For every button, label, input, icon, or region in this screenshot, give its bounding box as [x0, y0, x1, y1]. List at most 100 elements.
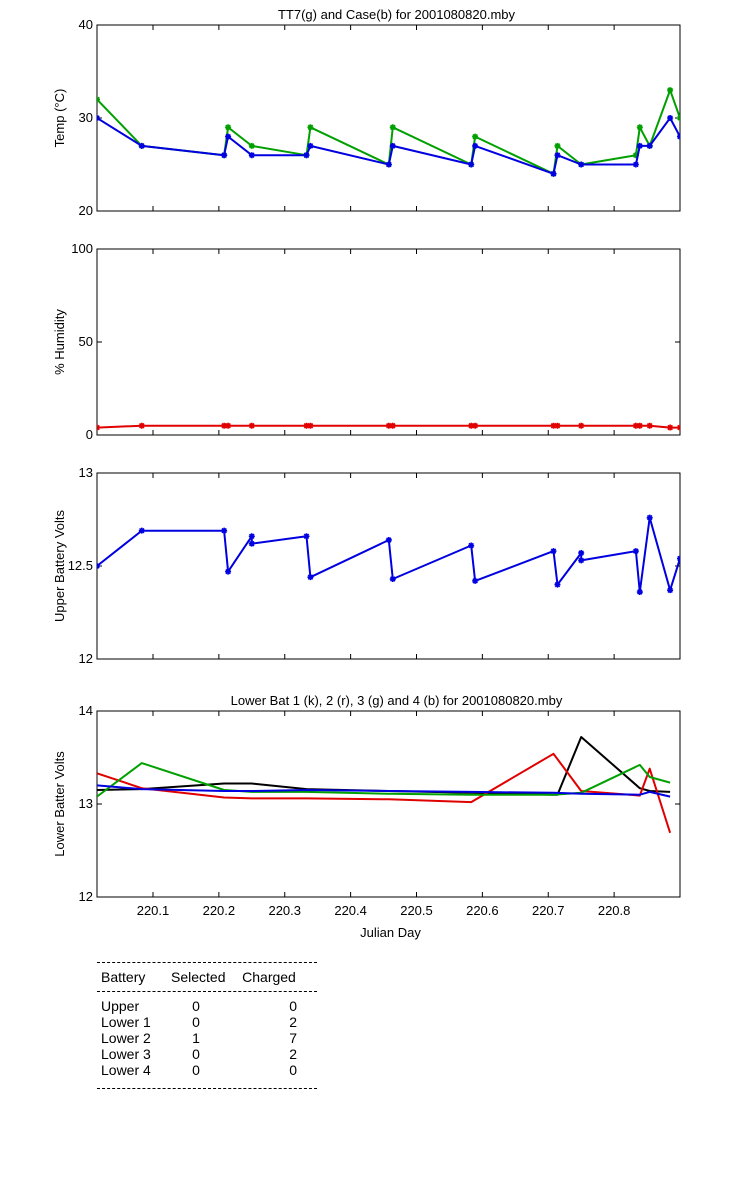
data-point: [225, 568, 232, 575]
data-point: [389, 576, 396, 583]
plot-frame: [96, 24, 681, 212]
data-point: [307, 124, 314, 131]
x-tick-label: 220.6: [466, 903, 499, 918]
chart-panel-2: 0 50 100 % Humidity: [52, 241, 681, 442]
y-tick-label: 0: [86, 427, 93, 442]
charged-value: 0: [289, 998, 297, 1014]
series-line: [97, 736, 671, 796]
x-tick-label: 220.5: [400, 903, 433, 918]
x-tick-label: 220.3: [268, 903, 301, 918]
series-line: [97, 752, 672, 834]
data-point: [677, 555, 680, 562]
data-point: [468, 542, 475, 549]
table-row: Lower 2 1 7: [97, 1030, 317, 1046]
x-tick-label: 220.1: [137, 903, 170, 918]
data-point: [667, 115, 674, 121]
series-group: [97, 422, 680, 431]
data-point: [632, 422, 639, 429]
series-group: [97, 736, 672, 834]
data-point: [472, 577, 479, 584]
x-tick-label: 220.2: [203, 903, 236, 918]
y-tick-label: 40: [79, 17, 93, 32]
charged-value: 2: [289, 1014, 297, 1030]
data-point: [632, 548, 639, 555]
chart-title: TT7(g) and Case(b) for 2001080820.mby: [278, 7, 516, 22]
y-tick-label: 14: [79, 703, 93, 718]
data-point: [578, 557, 585, 564]
y-axis-label: Upper Battery Volts: [52, 510, 67, 622]
data-point: [248, 533, 255, 540]
x-tick-label: 220.8: [598, 903, 631, 918]
series-line: [97, 516, 680, 593]
data-point: [636, 589, 643, 596]
chart-panel-4: 12 13 14 220.1 220.2 220.3 220.4 220.5 220.6 220.…: [52, 693, 681, 940]
data-point: [646, 142, 653, 149]
header-battery: Battery: [101, 969, 146, 985]
y-tick-label: 12: [79, 651, 93, 666]
series-line: [97, 762, 671, 798]
series-line: [97, 784, 671, 798]
data-point: [303, 152, 310, 159]
data-point: [472, 422, 479, 429]
data-point: [554, 142, 561, 149]
y-tick-label: 12.5: [68, 558, 93, 573]
battery-name: Lower 2: [101, 1030, 151, 1046]
battery-name: Lower 1: [101, 1014, 151, 1030]
data-point: [385, 161, 392, 168]
data-point: [97, 563, 100, 569]
selected-value: 0: [192, 1062, 200, 1078]
charged-value: 7: [289, 1030, 297, 1046]
y-tick-label: 20: [79, 203, 93, 218]
data-point: [221, 422, 228, 429]
data-point: [225, 422, 232, 429]
battery-stats-table: Battery Selected Charged Upper 0 0 Lower…: [97, 962, 317, 1089]
data-point: [138, 422, 145, 429]
data-point: [303, 422, 310, 429]
data-point: [225, 133, 232, 140]
header-charged: Charged: [242, 969, 296, 985]
data-point: [97, 115, 100, 121]
selected-value: 0: [192, 1014, 200, 1030]
header-selected: Selected: [171, 969, 226, 985]
data-point: [667, 587, 674, 594]
y-axis-label: Temp (°C): [52, 89, 67, 148]
table-row: Lower 4 0 0: [97, 1062, 317, 1078]
data-point: [636, 142, 643, 149]
y-tick-label: 12: [79, 889, 93, 904]
selected-value: 0: [192, 998, 200, 1014]
selected-value: 0: [192, 1046, 200, 1062]
y-axis-label: Lower Batter Volts: [52, 751, 67, 857]
battery-name: Upper: [101, 998, 140, 1014]
data-point: [636, 124, 643, 131]
data-point: [307, 574, 314, 581]
data-point: [97, 96, 100, 103]
data-point: [554, 581, 561, 588]
data-point: [554, 152, 561, 159]
chart-panel-3: 12 12.5 13 Upper Battery Volts: [52, 465, 681, 666]
data-point: [632, 161, 639, 168]
data-point: [578, 422, 585, 429]
y-tick-label: 100: [71, 241, 93, 256]
data-point: [646, 514, 653, 521]
series-group: [97, 514, 680, 596]
table-row: Lower 3 0 2: [97, 1046, 317, 1062]
data-point: [385, 536, 392, 543]
data-point: [225, 124, 232, 131]
data-point: [468, 422, 475, 429]
charged-value: 0: [289, 1062, 297, 1078]
data-point: [550, 170, 557, 177]
y-tick-label: 50: [79, 334, 93, 349]
table-top-rule: [97, 962, 317, 963]
data-point: [138, 527, 145, 534]
data-point: [677, 424, 680, 431]
data-point: [677, 115, 680, 121]
chart-title: Lower Bat 1 (k), 2 (r), 3 (g) and 4 (b) …: [231, 693, 563, 708]
table-bottom-rule: [97, 1088, 317, 1089]
data-point: [550, 548, 557, 555]
charged-value: 2: [289, 1046, 297, 1062]
table-header-rule: [97, 991, 317, 992]
data-point: [303, 533, 310, 540]
data-point: [677, 133, 680, 140]
y-tick-label: 13: [79, 465, 93, 480]
